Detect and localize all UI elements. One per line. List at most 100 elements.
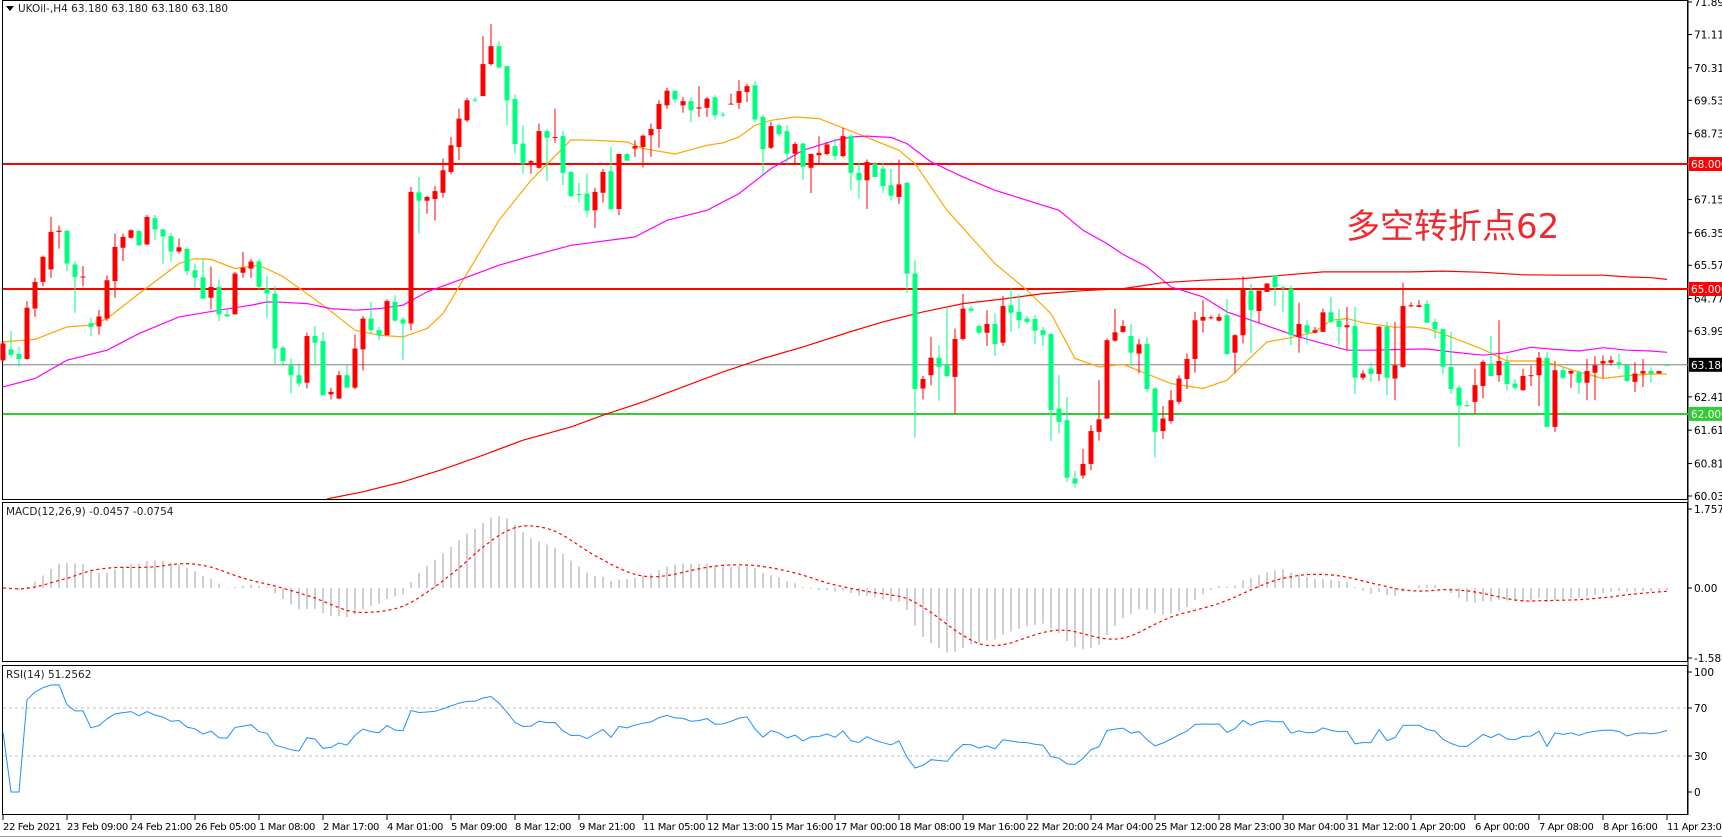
candle-body — [664, 90, 670, 106]
candle — [976, 324, 982, 336]
candle — [1280, 285, 1286, 312]
candle-body — [376, 330, 382, 336]
candle-body — [1104, 340, 1110, 419]
candle — [160, 228, 166, 264]
candle — [1080, 448, 1086, 479]
candle — [1504, 355, 1510, 391]
time-tick-label: 22 Feb 2021 — [3, 822, 61, 833]
candle-body — [680, 101, 686, 106]
candle — [1088, 425, 1094, 471]
time-tick-label: 8 Mar 12:00 — [515, 822, 571, 833]
candle — [232, 271, 238, 315]
candle — [192, 263, 198, 288]
candle-body — [328, 391, 334, 395]
candle — [1328, 296, 1334, 324]
price-tick-label: 68.730 — [1694, 129, 1722, 141]
candle-body — [1232, 335, 1238, 353]
candle-body — [1664, 364, 1670, 366]
time-tick-label: 26 Feb 05:00 — [195, 822, 256, 833]
candle — [144, 214, 150, 246]
candle-body — [1112, 332, 1118, 341]
candle-body — [464, 100, 470, 121]
candle — [744, 83, 750, 102]
candles — [0, 24, 1670, 488]
rsi-tick-label: 100 — [1694, 667, 1714, 679]
candle-body — [136, 231, 142, 246]
triangle-down-icon[interactable] — [6, 6, 14, 11]
candle-body — [208, 286, 214, 298]
candle-body — [936, 357, 942, 367]
candle-body — [576, 194, 582, 196]
candle — [136, 230, 142, 247]
candle — [1312, 326, 1318, 334]
candle-body — [240, 267, 246, 273]
candle — [672, 90, 678, 103]
time-axis: 22 Feb 2021 23 Feb 09:00 24 Feb 21:00 26 Fe… — [2, 815, 1722, 833]
candle-body — [872, 163, 878, 177]
candle-body — [816, 152, 822, 156]
macd-tick-label: 0.00 — [1694, 583, 1717, 595]
candle-body — [1304, 325, 1310, 333]
candle-body — [416, 192, 422, 201]
time-tick-label: 25 Mar 12:00 — [1155, 822, 1217, 833]
candle-body — [280, 347, 286, 362]
candle — [1584, 358, 1590, 401]
candle-body — [1192, 320, 1198, 359]
candle-body — [1616, 362, 1622, 366]
candle-body — [896, 184, 902, 197]
candle — [1272, 275, 1278, 307]
candle-body — [672, 90, 678, 100]
candle — [208, 266, 214, 310]
candle-body — [1392, 365, 1398, 379]
candle — [1032, 315, 1038, 344]
candle-body — [1600, 361, 1606, 364]
candle-body — [1352, 326, 1358, 378]
macd-pane-border — [2, 502, 1688, 662]
price-tick-label: 70.310 — [1694, 63, 1722, 75]
candle — [392, 295, 398, 322]
candle — [1536, 351, 1542, 407]
candle — [792, 141, 798, 164]
candle — [424, 196, 430, 214]
candle — [304, 332, 310, 389]
candle — [752, 81, 758, 122]
candle — [1376, 326, 1382, 382]
candle-body — [336, 375, 342, 399]
time-tick-label: 24 Feb 21:00 — [131, 822, 192, 833]
moving-average-line — [326, 270, 1668, 500]
candle-body — [1528, 375, 1534, 377]
candle — [1648, 367, 1654, 383]
candle-body — [160, 229, 166, 237]
candle-body — [320, 341, 326, 396]
candle-body — [1096, 419, 1102, 432]
candle — [736, 80, 742, 110]
candle — [320, 331, 326, 397]
time-tick-label: 4 Mar 01:00 — [387, 822, 443, 833]
candle — [472, 96, 478, 102]
annotation-text: 多空转折点62 — [1346, 207, 1559, 247]
time-tick-label: 11 Apr 23:00 — [1667, 822, 1722, 833]
time-tick-label: 5 Mar 09:00 — [451, 822, 507, 833]
candle-body — [720, 114, 726, 116]
candle-body — [1040, 330, 1046, 336]
candle-body — [648, 129, 654, 136]
candle — [688, 97, 694, 122]
candle-body — [1656, 371, 1662, 374]
candle-body — [744, 86, 750, 92]
candle-body — [1056, 408, 1062, 422]
symbol-header: UKOil-,H4 63.180 63.180 63.180 63.180 — [18, 3, 228, 15]
candle — [328, 387, 334, 400]
candle — [256, 258, 262, 290]
candle — [1336, 308, 1342, 346]
candle — [288, 358, 294, 394]
candle-body — [1560, 370, 1566, 378]
candle — [1064, 396, 1070, 482]
candle — [1176, 375, 1182, 405]
candle — [104, 275, 110, 322]
candle — [48, 216, 54, 278]
candle-body — [584, 193, 590, 211]
candle-body — [304, 336, 310, 383]
candle-body — [1416, 305, 1422, 307]
